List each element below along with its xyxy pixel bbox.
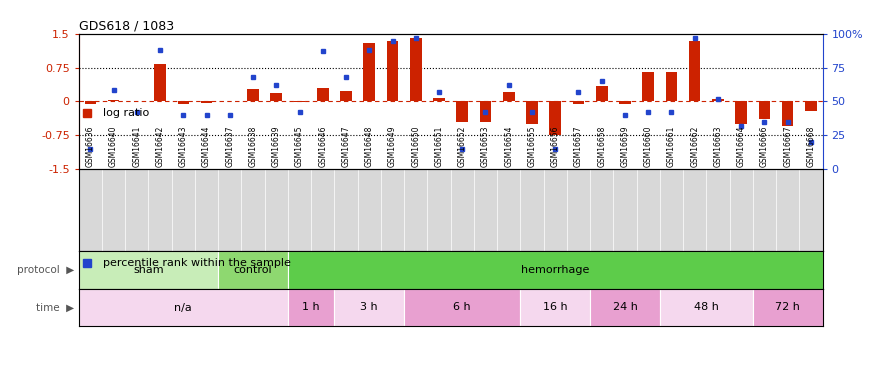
Bar — [317, 88, 329, 101]
Bar — [410, 38, 422, 101]
Bar — [270, 93, 282, 101]
Bar — [521, 289, 590, 326]
Bar — [288, 251, 822, 289]
Text: 1 h: 1 h — [303, 303, 320, 312]
Text: time  ▶: time ▶ — [36, 303, 74, 312]
Bar — [596, 86, 607, 101]
Text: hemorrhage: hemorrhage — [521, 265, 590, 275]
Text: sham: sham — [133, 265, 164, 275]
Bar — [457, 101, 468, 122]
Bar — [108, 100, 119, 101]
Bar — [294, 101, 305, 102]
Bar — [387, 40, 398, 101]
Bar — [660, 289, 752, 326]
Bar — [620, 101, 631, 104]
Text: protocol  ▶: protocol ▶ — [18, 265, 74, 275]
Text: 24 h: 24 h — [612, 303, 637, 312]
Bar — [79, 251, 218, 289]
Bar — [363, 43, 375, 101]
Text: 3 h: 3 h — [360, 303, 378, 312]
Text: 16 h: 16 h — [542, 303, 568, 312]
Bar — [759, 101, 770, 119]
Bar — [218, 251, 288, 289]
Text: percentile rank within the sample: percentile rank within the sample — [103, 258, 291, 267]
Bar — [154, 64, 166, 101]
Bar — [503, 92, 514, 101]
Bar — [404, 289, 521, 326]
Text: log ratio: log ratio — [103, 108, 150, 117]
Text: 72 h: 72 h — [775, 303, 800, 312]
Bar — [433, 98, 444, 101]
Bar — [340, 92, 352, 101]
Bar — [805, 101, 816, 111]
Text: GDS618 / 1083: GDS618 / 1083 — [79, 20, 174, 33]
Bar — [572, 101, 584, 104]
Bar — [642, 72, 654, 101]
Bar — [480, 101, 491, 122]
Bar — [526, 101, 538, 124]
Bar — [178, 101, 189, 104]
Text: 6 h: 6 h — [453, 303, 471, 312]
Text: n/a: n/a — [174, 303, 192, 312]
Bar — [666, 72, 677, 101]
Bar — [689, 40, 701, 101]
Bar — [79, 289, 288, 326]
Bar — [590, 289, 660, 326]
Text: 48 h: 48 h — [694, 303, 718, 312]
Bar — [248, 89, 259, 101]
Bar — [200, 101, 213, 103]
Bar — [782, 101, 794, 126]
Bar — [735, 101, 747, 124]
Bar — [288, 289, 334, 326]
Bar — [752, 289, 822, 326]
Bar — [712, 99, 724, 101]
Bar — [334, 289, 404, 326]
Text: control: control — [234, 265, 272, 275]
Bar — [550, 101, 561, 135]
Bar — [85, 101, 96, 104]
